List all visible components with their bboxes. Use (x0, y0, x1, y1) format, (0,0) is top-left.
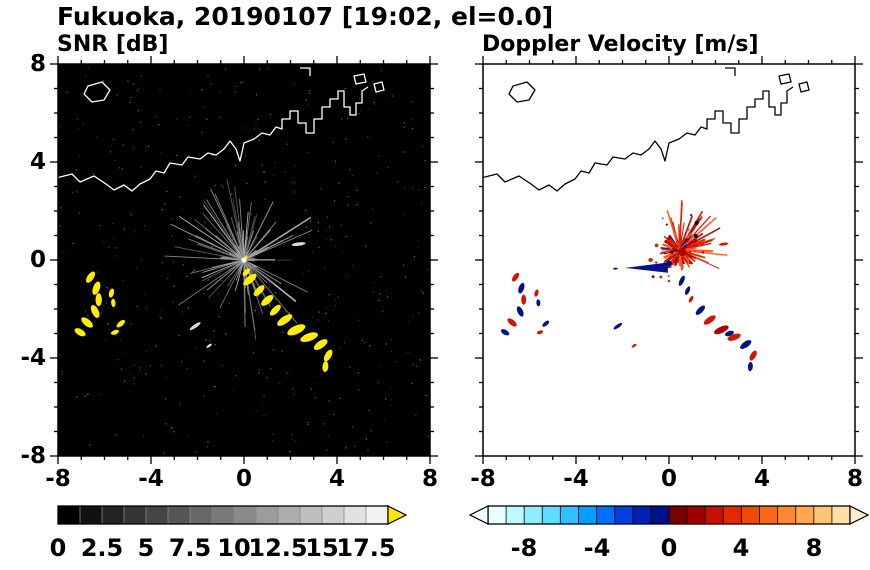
doppler-cbar-label: 0 (660, 534, 678, 562)
figure-title: Fukuoka, 20190107 [19:02, el=0.0] (57, 2, 554, 31)
x-tick-label: -4 (138, 466, 164, 492)
doppler-cbar-label: -8 (510, 534, 538, 562)
snr-cbar-label: 2.5 (80, 534, 124, 562)
y-tick-label: 4 (29, 149, 46, 175)
snr-cbar-label: 17.5 (336, 534, 396, 562)
x-tick-label: 0 (660, 466, 677, 492)
doppler-plot (475, 56, 863, 464)
x-tick-label: -8 (45, 466, 71, 492)
doppler-cbar-label: 8 (805, 534, 823, 562)
x-tick-label: 0 (235, 466, 252, 492)
doppler-panel-title: Doppler Velocity [m/s] (482, 32, 759, 57)
x-tick-label: 4 (753, 466, 770, 492)
x-tick-label: 8 (421, 466, 438, 492)
snr-plot (50, 56, 438, 464)
doppler-cbar-label: -4 (583, 534, 611, 562)
snr-cbar-label: 5 (137, 534, 155, 562)
x-tick-label: -4 (563, 466, 589, 492)
y-tick-label: 0 (29, 247, 46, 273)
snr-panel-title: SNR [dB] (57, 32, 169, 57)
snr-cbar-label: 15 (305, 534, 339, 562)
doppler-colorbar (468, 505, 870, 525)
snr-cbar-label: 10 (217, 534, 251, 562)
x-tick-label: 4 (328, 466, 345, 492)
x-tick-label: 8 (846, 466, 863, 492)
y-tick-label: -8 (20, 443, 46, 469)
y-tick-label: 8 (29, 51, 46, 77)
snr-cbar-label: 7.5 (168, 534, 212, 562)
x-tick-label: -8 (470, 466, 496, 492)
snr-cbar-label: 0 (49, 534, 67, 562)
doppler-cbar-label: 4 (732, 534, 750, 562)
snr-colorbar (57, 505, 408, 525)
snr-cbar-label: 12.5 (248, 534, 308, 562)
y-tick-label: -4 (20, 345, 46, 371)
